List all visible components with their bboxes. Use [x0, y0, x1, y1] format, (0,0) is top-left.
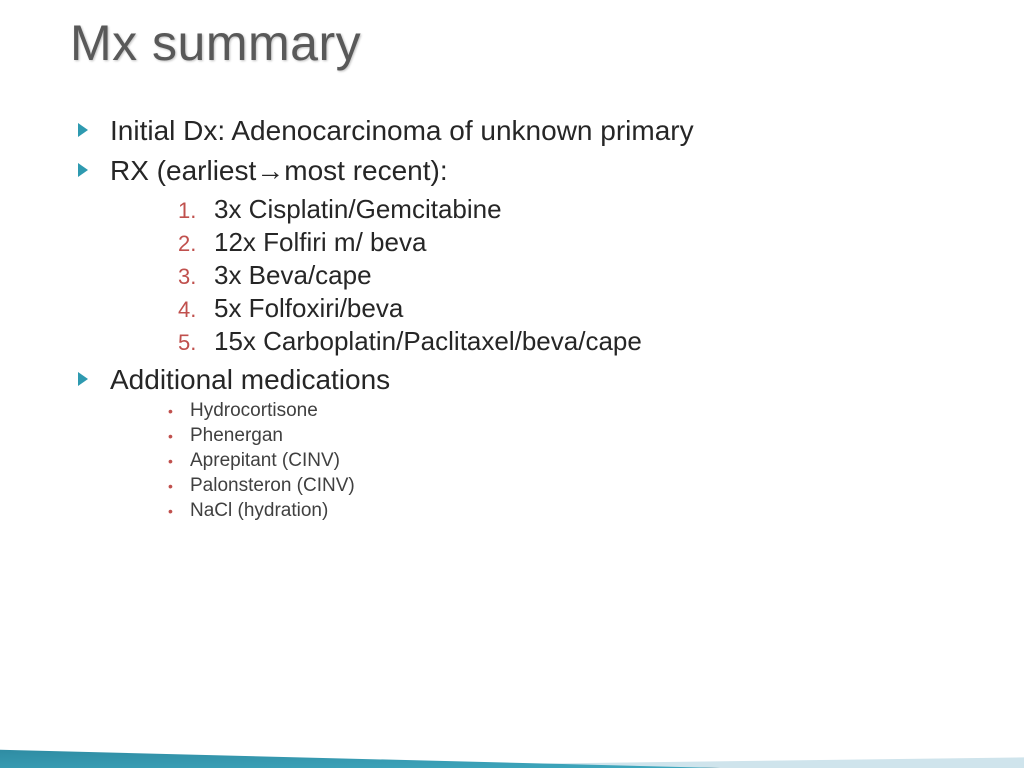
dot-text: Phenergan [190, 425, 283, 447]
dot-item: •Aprepitant (CINV) [168, 450, 964, 472]
numbered-marker: 2. [178, 231, 208, 257]
numbered-item: 1.3x Cisplatin/Gemcitabine [178, 194, 964, 225]
dot-marker-icon: • [168, 504, 190, 518]
numbered-text: 3x Cisplatin/Gemcitabine [214, 194, 502, 225]
dot-text: NaCl (hydration) [190, 500, 328, 522]
bullet-level1: Initial Dx: Adenocarcinoma of unknown pr… [78, 112, 964, 150]
numbered-text: 12x Folfiri m/ beva [214, 227, 426, 258]
caret-icon [78, 123, 88, 137]
dot-marker-icon: • [168, 404, 190, 418]
numbered-text: 15x Carboplatin/Paclitaxel/beva/cape [214, 326, 642, 357]
dot-text: Hydrocortisone [190, 400, 318, 422]
slide-title: Mx summary [70, 14, 361, 72]
slide-content: Initial Dx: Adenocarcinoma of unknown pr… [78, 112, 964, 525]
dot-marker-icon: • [168, 429, 190, 443]
dot-marker-icon: • [168, 454, 190, 468]
numbered-item: 2.12x Folfiri m/ beva [178, 227, 964, 258]
numbered-text: 5x Folfoxiri/beva [214, 293, 403, 324]
numbered-list: 1.3x Cisplatin/Gemcitabine2.12x Folfiri … [178, 194, 964, 357]
bullet-text: Initial Dx: Adenocarcinoma of unknown pr… [110, 112, 694, 150]
bullet-text: RX (earliest→most recent): [110, 152, 448, 190]
bullet-text: Additional medications [110, 361, 390, 399]
numbered-marker: 4. [178, 297, 208, 323]
numbered-marker: 3. [178, 264, 208, 290]
numbered-item: 3.3x Beva/cape [178, 260, 964, 291]
dot-item: •Hydrocortisone [168, 400, 964, 422]
numbered-item: 5.15x Carboplatin/Paclitaxel/beva/cape [178, 326, 964, 357]
caret-icon [78, 163, 88, 177]
bullet-level1: RX (earliest→most recent): [78, 152, 964, 190]
numbered-marker: 5. [178, 330, 208, 356]
numbered-item: 4.5x Folfoxiri/beva [178, 293, 964, 324]
dot-list: •Hydrocortisone•Phenergan•Aprepitant (CI… [168, 400, 964, 522]
decor-black-wedge [70, 759, 720, 768]
decor-lightblue-wedge [200, 757, 1024, 768]
bullet-level1: Additional medications [78, 361, 964, 399]
dot-text: Aprepitant (CINV) [190, 450, 340, 472]
numbered-marker: 1. [178, 198, 208, 224]
dot-item: •Phenergan [168, 425, 964, 447]
slide: Mx summary Initial Dx: Adenocarcinoma of… [0, 0, 1024, 768]
decor-teal-wedge [0, 750, 720, 768]
numbered-text: 3x Beva/cape [214, 260, 372, 291]
slide-decoration [0, 628, 1024, 768]
caret-icon [78, 372, 88, 386]
dot-item: •NaCl (hydration) [168, 500, 964, 522]
dot-marker-icon: • [168, 479, 190, 493]
dot-text: Palonsteron (CINV) [190, 475, 355, 497]
dot-item: •Palonsteron (CINV) [168, 475, 964, 497]
